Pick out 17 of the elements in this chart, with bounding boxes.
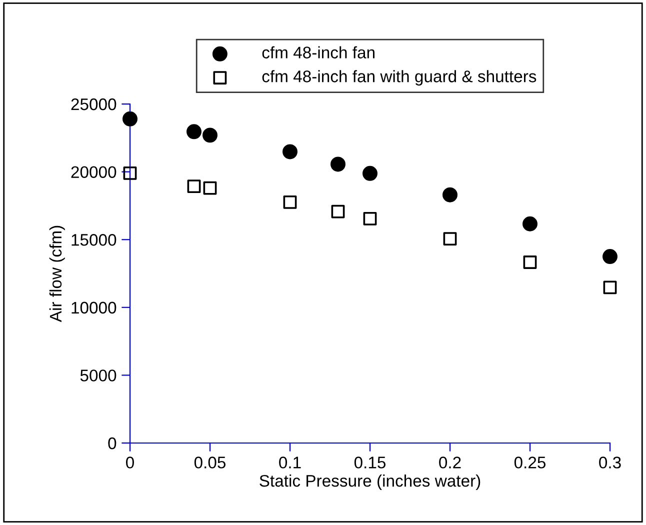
y-tick-label: 15000 bbox=[72, 234, 116, 246]
y-tick-label: 20000 bbox=[71, 166, 116, 178]
x-tick-label: 0.2 bbox=[439, 456, 461, 468]
legend-label: cfm 48-inch fan bbox=[262, 46, 374, 58]
y-tick-label: 0 bbox=[108, 437, 116, 450]
x-tick-label: 0 bbox=[126, 456, 134, 468]
x-tick-label: 0.05 bbox=[194, 456, 226, 468]
x-tick-label: 0.25 bbox=[514, 456, 546, 468]
y-tick-label: 5000 bbox=[80, 370, 116, 382]
y-axis-title: Air flow (cfm) bbox=[49, 226, 65, 322]
x-tick-label: 0.15 bbox=[354, 456, 386, 468]
x-tick-label: 0.1 bbox=[279, 456, 301, 468]
y-tick-label: 10000 bbox=[72, 302, 116, 314]
x-tick-label: 0.3 bbox=[599, 456, 621, 468]
x-axis-title: Static Pressure (inches water) bbox=[260, 474, 480, 490]
legend-label: cfm 48-inch fan with guard & shutters bbox=[262, 70, 536, 86]
y-tick-label: 25000 bbox=[71, 98, 116, 110]
